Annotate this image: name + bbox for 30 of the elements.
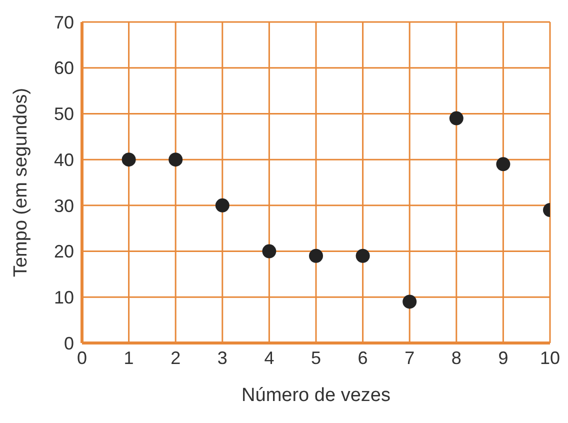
x-tick-label: 3 xyxy=(217,348,228,368)
point xyxy=(262,244,276,258)
y-axis-title: Tempo (em segundos) xyxy=(10,88,32,278)
x-tick-label: 5 xyxy=(310,348,322,368)
y-tick-label: 50 xyxy=(54,104,74,124)
point xyxy=(168,152,183,167)
point xyxy=(496,157,510,172)
x-axis-title: Número de vezes xyxy=(242,385,390,406)
y-tick-label: 0 xyxy=(64,333,74,354)
x-tick-label: 2 xyxy=(170,348,181,368)
point xyxy=(215,198,230,212)
x-tick-label: 0 xyxy=(76,348,88,368)
point xyxy=(356,248,370,263)
x-tick-label: 4 xyxy=(264,348,274,368)
point xyxy=(449,111,464,126)
point xyxy=(402,294,417,309)
y-tick-label: 10 xyxy=(54,288,74,308)
x-tick-label: 7 xyxy=(404,348,415,368)
y-tick-label: 60 xyxy=(54,58,74,78)
y-tick-label: 30 xyxy=(54,196,74,216)
x-tick-label: 9 xyxy=(498,348,508,368)
x-tick-label: 8 xyxy=(451,348,462,368)
y-tick-label: 70 xyxy=(54,12,74,32)
y-tick-label: 40 xyxy=(54,150,74,170)
x-tick-label: 6 xyxy=(358,348,368,368)
y-tick-label: 20 xyxy=(54,242,74,262)
x-tick-label: 1 xyxy=(124,348,134,368)
x-tick-label: 10 xyxy=(540,348,560,368)
point xyxy=(309,248,323,263)
point xyxy=(122,152,136,167)
